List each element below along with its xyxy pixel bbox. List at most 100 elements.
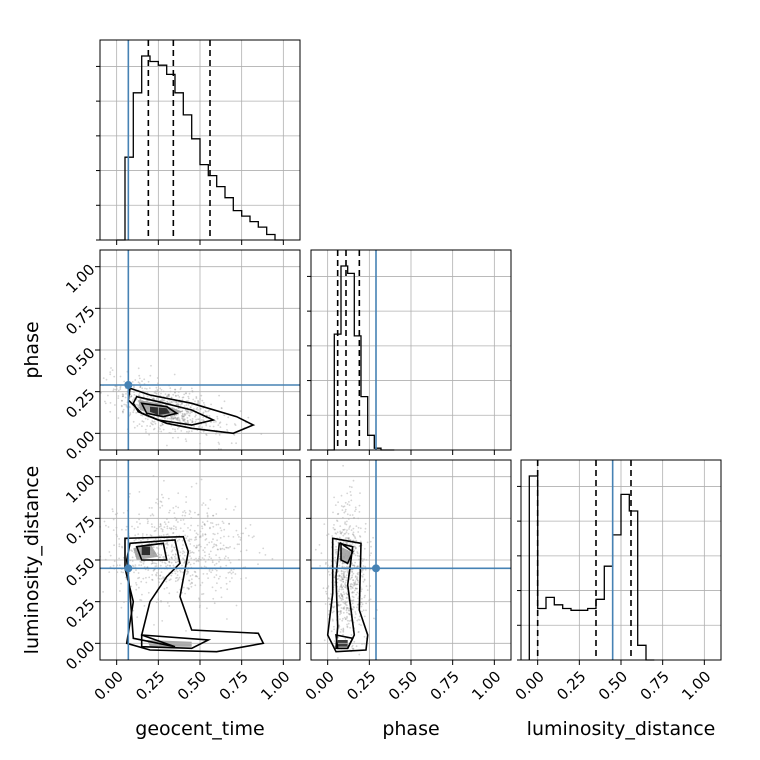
sample-point [353, 552, 355, 555]
sample-point [334, 560, 337, 563]
sample-point [170, 419, 173, 422]
sample-point [355, 539, 358, 542]
sample-point [331, 611, 334, 614]
sample-point [156, 546, 158, 549]
sample-point [135, 538, 137, 541]
sample-point [238, 543, 241, 546]
sample-point [151, 507, 153, 509]
sample-point [121, 399, 123, 402]
sample-point [353, 583, 356, 586]
sample-point [211, 586, 214, 589]
sample-point [198, 597, 200, 600]
sample-point [155, 565, 158, 567]
sample-point [171, 417, 173, 420]
sample-point [220, 596, 223, 599]
sample-point [174, 549, 177, 551]
sample-point [202, 402, 205, 404]
sample-point [135, 569, 137, 571]
sample-point [152, 397, 155, 400]
sample-point [151, 578, 154, 581]
sample-point [340, 532, 343, 534]
sample-point [161, 493, 163, 496]
sample-point [206, 514, 209, 517]
sample-point [109, 410, 112, 413]
sample-point [160, 430, 163, 433]
sample-point [358, 545, 361, 548]
sample-point [359, 540, 362, 543]
sample-point [233, 509, 235, 511]
sample-point [185, 410, 188, 413]
sample-point [335, 533, 338, 535]
sample-point [179, 388, 182, 391]
sample-point [169, 578, 172, 581]
sample-point [350, 588, 352, 590]
sample-point [197, 426, 200, 428]
sample-point [339, 631, 342, 633]
sample-point [362, 568, 365, 571]
sample-point [191, 418, 194, 420]
sample-point [347, 538, 350, 541]
sample-point [172, 393, 175, 396]
sample-point [346, 604, 348, 607]
sample-point [189, 529, 192, 531]
sample-point [356, 583, 358, 586]
sample-point [154, 538, 157, 540]
sample-point [159, 394, 161, 397]
sample-point [324, 603, 327, 605]
sample-point [189, 549, 191, 552]
sample-point [197, 418, 199, 421]
sample-point [210, 571, 213, 574]
sample-point [143, 378, 146, 381]
sample-point [220, 586, 222, 589]
sample-point [221, 520, 224, 523]
x-axis-label-geocent_time: geocent_time [135, 718, 264, 740]
sample-point [339, 525, 342, 527]
sample-point [114, 404, 116, 406]
sample-point [354, 561, 356, 564]
sample-point [342, 570, 345, 573]
sample-point [325, 592, 328, 595]
sample-point [195, 482, 198, 485]
sample-point [175, 526, 177, 529]
sample-point [332, 610, 335, 613]
sample-point [155, 573, 157, 576]
sample-point [161, 400, 164, 402]
sample-point [360, 588, 363, 590]
sample-point [131, 556, 134, 559]
sample-point [257, 563, 259, 566]
sample-point [341, 586, 343, 589]
sample-point [174, 388, 176, 391]
sample-point [197, 524, 199, 527]
sample-point [352, 552, 355, 555]
sample-point [145, 581, 148, 584]
sample-point [351, 646, 353, 648]
sample-point [198, 549, 200, 552]
sample-point [173, 373, 176, 376]
sample-point [169, 565, 171, 567]
sample-point [333, 576, 336, 579]
sample-point [155, 501, 157, 504]
sample-point [337, 657, 339, 659]
sample-point [227, 535, 230, 538]
sample-point [179, 527, 182, 530]
sample-point [113, 544, 115, 547]
sample-point [176, 417, 178, 420]
sample-point [195, 546, 198, 549]
sample-point [125, 529, 127, 531]
sample-point [337, 590, 340, 593]
sample-point [190, 578, 193, 581]
sample-point [132, 565, 135, 568]
sample-point [184, 560, 186, 563]
sample-point [186, 419, 189, 422]
sample-point [188, 513, 191, 515]
sample-point [337, 604, 340, 606]
sample-point [358, 619, 361, 621]
sample-point [171, 401, 174, 404]
sample-point [364, 531, 366, 533]
sample-point [151, 525, 154, 528]
sample-point [339, 613, 341, 616]
sample-point [354, 554, 357, 557]
sample-point [182, 415, 185, 418]
sample-point [168, 395, 170, 398]
sample-point [356, 606, 358, 609]
